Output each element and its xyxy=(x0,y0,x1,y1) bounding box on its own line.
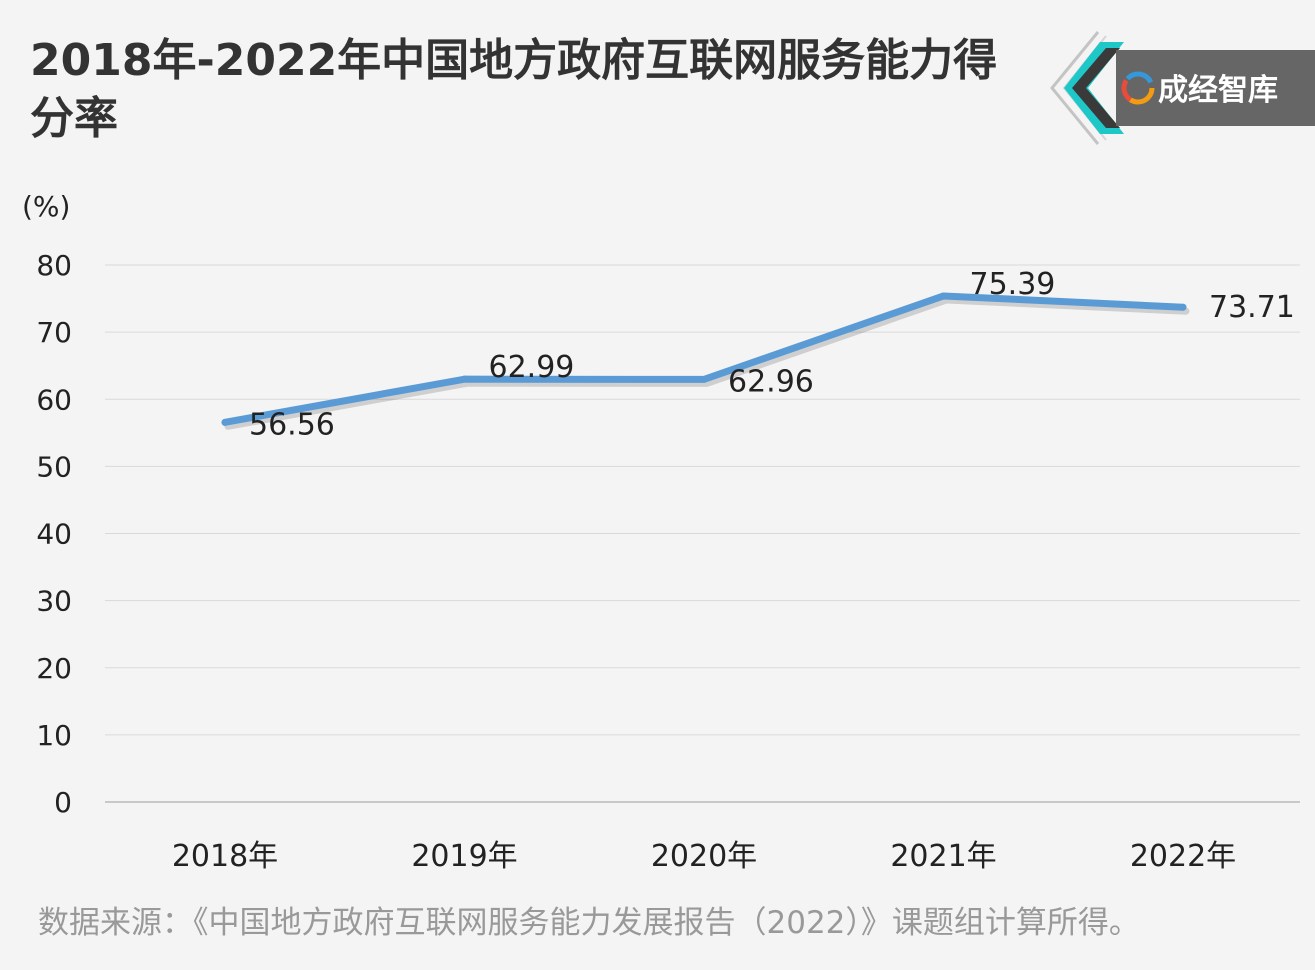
x-tick-label: 2021年 xyxy=(890,839,996,874)
y-tick-label: 50 xyxy=(36,450,72,483)
x-tick-label: 2020年 xyxy=(651,839,757,874)
y-tick-label: 80 xyxy=(36,249,72,282)
y-tick-label: 60 xyxy=(36,383,72,416)
data-label: 62.99 xyxy=(489,350,575,385)
data-label: 75.39 xyxy=(970,267,1056,302)
data-point xyxy=(221,418,229,426)
brand-logo: 成经智库 xyxy=(1040,30,1315,145)
y-tick-label: 0 xyxy=(54,786,72,819)
line-chart: (%) 0 10 20 30 40 50 60 70 80 2018年 2019年 2020年 2021年… xyxy=(22,190,1300,874)
y-tick-label: 40 xyxy=(36,518,72,551)
logo-box xyxy=(1116,50,1315,126)
y-axis-unit-label: (%) xyxy=(22,190,70,223)
y-tick-label: 30 xyxy=(36,585,72,618)
logo-swirl-icon xyxy=(1121,71,1155,105)
x-tick-label: 2018年 xyxy=(172,839,278,874)
logo-chevron-icon xyxy=(1050,31,1124,145)
data-label: 62.96 xyxy=(728,364,814,399)
data-label: 73.71 xyxy=(1209,290,1295,325)
data-point xyxy=(461,375,468,383)
x-tick-label: 2019年 xyxy=(411,839,517,874)
y-tick-label: 70 xyxy=(36,316,72,349)
chart-title: 2018年-2022年中国地方政府互联网服务能力得分率 xyxy=(30,35,998,144)
y-tick-label: 10 xyxy=(36,719,72,752)
x-tick-label: 2022年 xyxy=(1130,839,1236,874)
data-label: 56.56 xyxy=(249,407,335,442)
source-note: 数据来源：《中国地方政府互联网服务能力发展报告（2022）》课题组计算所得。 xyxy=(38,905,1140,941)
data-point xyxy=(1179,303,1187,311)
series-line-shadow xyxy=(224,296,1190,430)
data-point xyxy=(940,292,947,300)
y-tick-label: 20 xyxy=(36,652,72,685)
data-point xyxy=(700,375,708,383)
logo-text: 成经智库 xyxy=(1158,73,1278,108)
